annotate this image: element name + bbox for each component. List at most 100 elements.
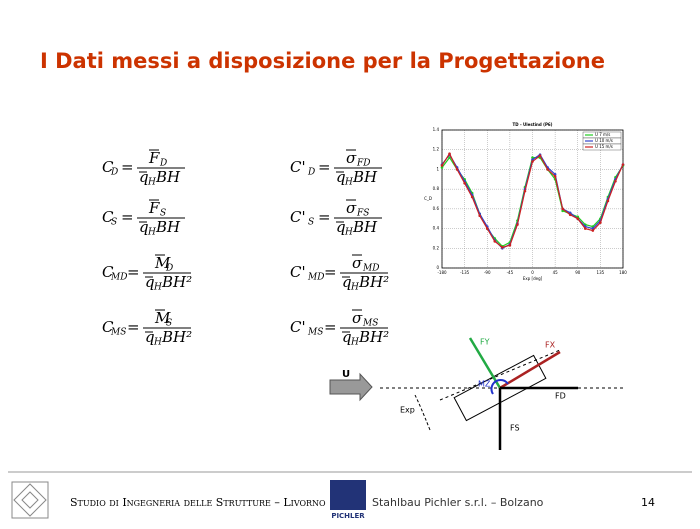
den-q: q (342, 328, 352, 346)
numerator-sub: S (166, 319, 172, 329)
equals: = (324, 263, 337, 281)
point (553, 175, 557, 178)
x-tick-label: 45 (553, 270, 559, 275)
point (440, 166, 444, 169)
point (614, 179, 617, 183)
numerator-sub: D (159, 159, 167, 169)
den-tail: BH (352, 168, 378, 186)
point (568, 213, 572, 217)
point (440, 164, 444, 167)
lhs-sub: S (111, 218, 117, 228)
lhs-sub: D (110, 168, 118, 178)
fs-label: FS (510, 424, 520, 433)
point (561, 207, 564, 211)
lhs-sub: MD (307, 273, 324, 283)
numerator: σ (346, 149, 357, 167)
chart-title: TD - Ulestind (P6) (513, 122, 553, 127)
point (546, 168, 549, 171)
numerator-sub: S (160, 209, 166, 219)
body-axis (439, 349, 561, 401)
numerator: F (148, 199, 160, 217)
mz-arc (490, 379, 509, 395)
den-tail: BH² (161, 328, 192, 346)
point (561, 209, 564, 213)
formula: C' D = σ FD q H BH (290, 149, 382, 188)
numerator: σ (346, 199, 357, 217)
pichler-text: PICHLER (331, 512, 365, 520)
den-tail: BH (155, 218, 181, 236)
point (478, 214, 482, 218)
point (501, 246, 504, 249)
legend-label: U 15 m/s (595, 144, 613, 149)
equals: = (127, 263, 140, 281)
exp-label: Exp (400, 406, 415, 415)
x-tick-label: 0 (531, 270, 534, 275)
numerator-sub: MS (362, 319, 378, 329)
den-tail: BH² (358, 328, 389, 346)
fy-arrow (468, 337, 502, 389)
numerator-sub: MD (362, 264, 379, 274)
point (531, 156, 534, 159)
numerator-sub: D (165, 264, 173, 274)
point (583, 227, 587, 230)
den-sub: H (153, 338, 162, 348)
legend-label: U 10 m/s (595, 138, 613, 143)
point (448, 152, 451, 155)
point (485, 227, 489, 230)
left-logo-mark (13, 483, 47, 517)
point (508, 244, 512, 247)
x-tick-label: -135 (460, 270, 470, 275)
point (531, 160, 534, 163)
y-tick-label: 0.6 (433, 206, 440, 211)
lhs: C' (290, 208, 306, 226)
equals: = (318, 158, 331, 176)
point (463, 181, 466, 185)
point (599, 221, 602, 224)
den-q: q (336, 168, 346, 186)
x-tick-label: -180 (437, 270, 447, 275)
den-q: q (336, 218, 346, 236)
y-tick-label: 0 (436, 265, 439, 270)
point (606, 199, 610, 203)
formula: CD = F Dq H BH (102, 149, 185, 188)
point (470, 195, 474, 199)
den-sub: H (147, 228, 156, 238)
lhs: C (102, 158, 114, 176)
y-tick-label: 1 (436, 166, 439, 171)
diagram: U FY FX MZ FD FS Exp (329, 337, 625, 450)
footer-left: Studio di Ingegneria delle Strutture – L… (70, 496, 326, 509)
page-number: 14 (641, 496, 655, 509)
den-sub: H (344, 178, 353, 188)
left-logo (11, 481, 49, 519)
x-axis-label: Exp [deg] (523, 276, 543, 281)
fy-label: FY (480, 338, 490, 347)
x-tick-label: -90 (484, 270, 491, 275)
lhs: C (102, 263, 114, 281)
den-sub: H (147, 178, 156, 188)
point (523, 189, 527, 193)
lhs: C' (290, 263, 306, 281)
den-tail: BH² (358, 273, 389, 291)
y-tick-label: 0.4 (433, 226, 440, 231)
den-q: q (139, 168, 149, 186)
y-tick-label: 0.8 (433, 186, 440, 191)
point (591, 229, 595, 232)
equals: = (127, 318, 140, 336)
den-sub: H (350, 338, 359, 348)
numerator: M (154, 254, 171, 272)
numerator-sub: FS (356, 209, 369, 219)
lhs-sub: MS (307, 328, 323, 338)
equals: = (121, 158, 134, 176)
legend-label: U 7 m/s (595, 132, 610, 137)
formula: C' S = σ FS q H BH (290, 199, 382, 238)
fx-arrow (499, 350, 561, 390)
fd-label: FD (555, 392, 566, 401)
den-sub: H (350, 283, 359, 293)
point (621, 163, 625, 166)
numerator-sub: FD (356, 159, 370, 169)
point (568, 211, 572, 215)
legend-box (582, 143, 622, 151)
point (531, 158, 534, 161)
y-tick-label: 1.2 (433, 147, 440, 152)
numerator: σ (352, 309, 363, 327)
